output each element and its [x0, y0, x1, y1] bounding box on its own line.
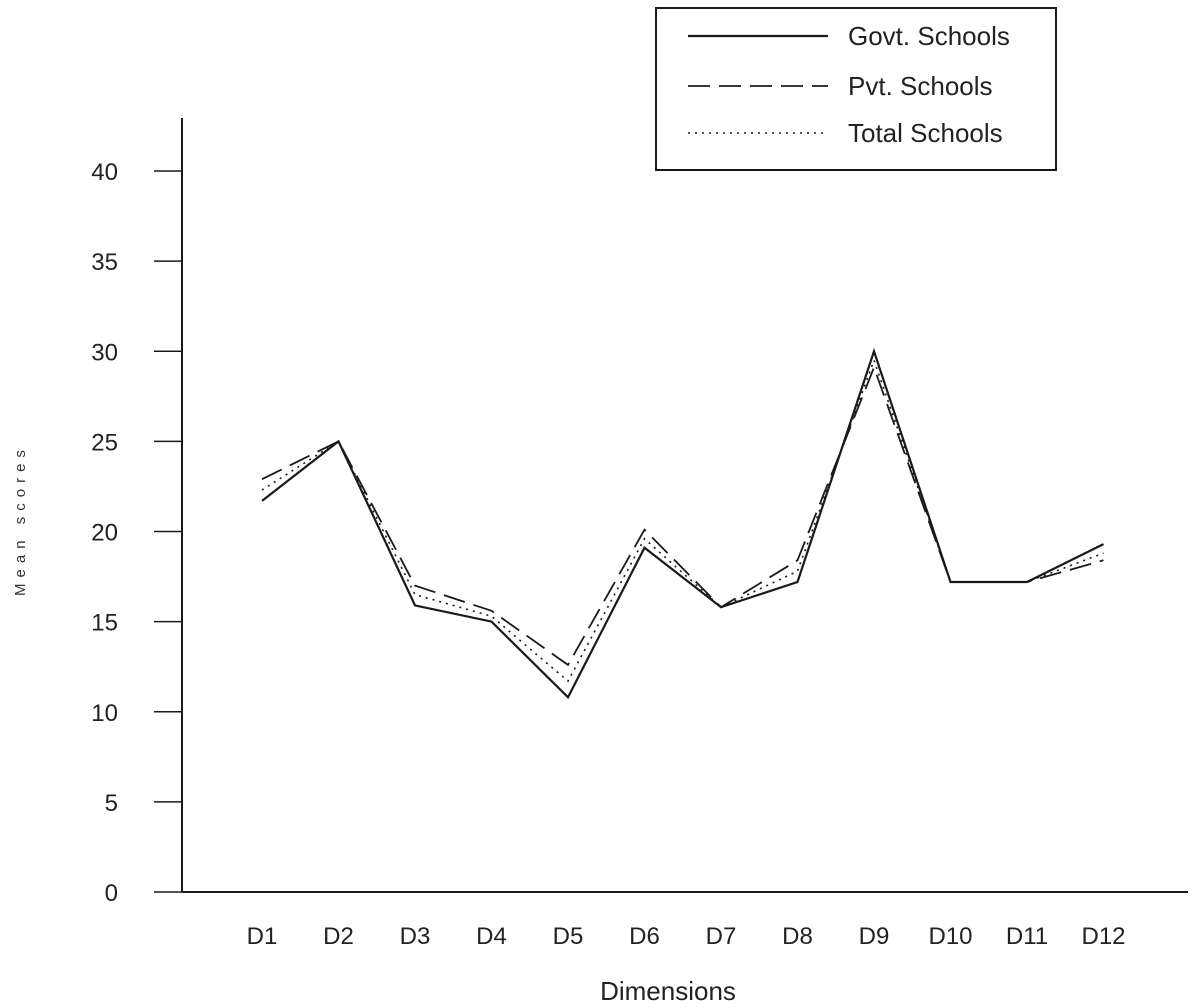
y-tick-label: 15 [91, 610, 118, 637]
y-tick-label: 10 [91, 700, 118, 727]
x-tick-label: D2 [323, 923, 354, 950]
x-tick-label: D11 [1006, 923, 1048, 950]
x-axis: D1 D2 D3 D4 D5 D6 D7 D8 D9 D10 D11 D12 [182, 891, 1188, 950]
legend-label: Pvt. Schools [848, 71, 993, 101]
legend-label: Govt. Schools [848, 21, 1010, 51]
x-tick-label: D4 [476, 923, 507, 950]
x-tick-label: D12 [1081, 923, 1125, 950]
legend: Govt. Schools Pvt. Schools Total Schools [655, 7, 1057, 171]
series-line-pvt-schools [261, 364, 1104, 667]
x-tick-label: D9 [859, 923, 890, 950]
y-tick-label: 40 [91, 159, 118, 186]
y-axis: 0 5 10 15 20 25 30 35 40 [91, 118, 183, 907]
x-tick-label: D6 [629, 923, 660, 950]
series-line-total-schools [261, 357, 1104, 683]
x-tick-label: D5 [553, 923, 584, 950]
y-tick-label: 35 [91, 249, 118, 276]
series-line-govt-schools [261, 347, 1104, 700]
y-tick-label: 30 [91, 339, 118, 366]
x-tick-label: D10 [928, 923, 972, 950]
y-tick-label: 5 [105, 790, 118, 817]
x-tick-label: D7 [706, 923, 737, 950]
legend-label: Total Schools [848, 118, 1003, 148]
y-tick-label: 20 [91, 520, 118, 547]
series-lines [261, 347, 1104, 700]
y-axis-title: Mean scores [12, 444, 29, 596]
x-tick-label: D3 [400, 923, 431, 950]
y-tick-label: 25 [91, 429, 118, 456]
x-axis-title: Dimensions [600, 976, 736, 1006]
x-tick-label: D1 [247, 923, 278, 950]
x-tick-label: D8 [782, 923, 813, 950]
y-tick-label: 0 [105, 880, 118, 907]
